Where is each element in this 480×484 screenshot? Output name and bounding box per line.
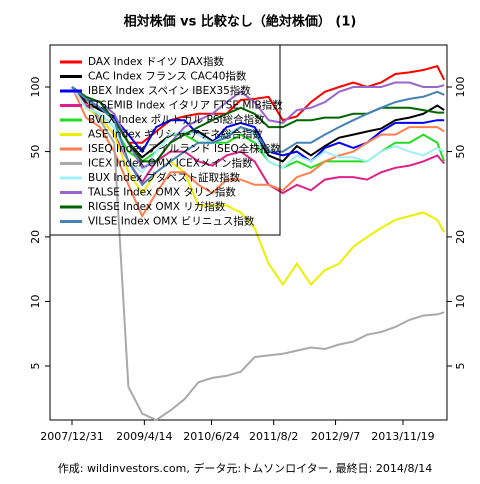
legend-label: TALSE Index OMX タリン指数 — [87, 186, 236, 199]
series-line — [71, 86, 445, 163]
legend-label: ASE Index ギリシャ アテネ総合指数 — [88, 128, 263, 141]
y-tick-label: 50 — [29, 145, 42, 159]
series-line — [71, 86, 445, 219]
series-line — [71, 86, 445, 422]
y-tick-label: 5 — [29, 363, 42, 370]
footer: 作成: wildinvestors.com, データ元:トムソンロイター, 最終… — [58, 461, 432, 475]
y2-tick-label: 50 — [454, 145, 467, 159]
y2-tick-label: 5 — [454, 363, 467, 370]
legend-label: FTSEMIB Index イタリア FTSE MIB指数 — [88, 99, 283, 112]
legend-box — [49, 44, 281, 236]
y2-tick-label: 10 — [454, 294, 467, 308]
x-tick-label: 2013/11/19 — [371, 430, 434, 443]
series-line — [71, 86, 445, 174]
y2-tick-label: 100 — [454, 77, 467, 98]
y-tick-label: 10 — [29, 294, 42, 308]
legend-label: ISEQ Index アイルランド ISEQ全株指数 — [88, 142, 281, 155]
x-tick-label: 2007/12/31 — [40, 430, 103, 443]
chart-title: 相対株価 vs 比較なし（絶対株価） (1) — [124, 14, 357, 30]
legend-label: BVLX Index ポルトガル PSI総合指数 — [88, 113, 265, 126]
y-tick-label: 20 — [29, 230, 42, 244]
series-line — [71, 86, 446, 287]
y-tick-label: 100 — [29, 77, 42, 98]
x-tick-label: 2012/9/7 — [311, 430, 360, 443]
x-tick-label: 2009/4/14 — [116, 430, 172, 443]
x-tick-label: 2010/6/24 — [183, 430, 239, 443]
legend-label: CAC Index フランス CAC40指数 — [88, 70, 247, 83]
legend-label: BUX Index ブダペスト証取指数 — [88, 171, 241, 184]
legend-label: RIGSE Index OMX リガ指数 — [88, 200, 226, 213]
series-line — [71, 86, 445, 163]
y2-tick-label: 20 — [454, 230, 467, 244]
series-line — [71, 86, 445, 163]
legend-label: IBEX Index スペイン IBEX35指数 — [88, 84, 251, 97]
legend-label: VILSE Index OMX ビリニュス指数 — [88, 215, 255, 228]
series-line — [71, 81, 445, 170]
series-line — [71, 86, 445, 187]
legend-label: DAX Index ドイツ DAX指数 — [88, 55, 224, 68]
x-tick-label: 2011/8/2 — [249, 430, 298, 443]
legend-label: ICEX Index OMX ICEXメイン指数 — [88, 157, 253, 170]
